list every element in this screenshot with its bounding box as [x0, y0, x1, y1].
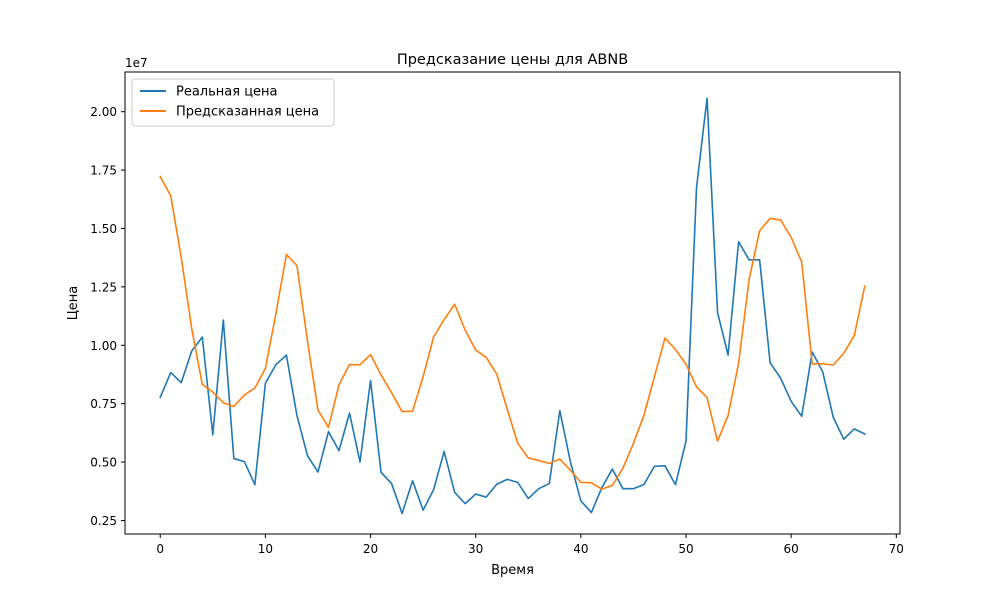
- x-tick-label: 0: [156, 542, 164, 556]
- x-axis-ticks: 0 10 20 30 40 50 60 70: [156, 534, 904, 556]
- plot-frame: [124, 71, 901, 535]
- legend-label-real-price: Реальная цена: [176, 85, 278, 100]
- legend-box: [131, 78, 335, 127]
- x-axis-label: Время: [491, 563, 534, 578]
- x-tick-label: 70: [889, 542, 904, 556]
- y-tick-label: 1.50: [90, 222, 117, 236]
- y-tick-label: 1.75: [90, 164, 117, 178]
- line-predicted-price: [159, 175, 866, 490]
- y-tick-label: 1.25: [90, 280, 117, 294]
- y-axis-ticks: 0.25 0.50 0.75 1.00 1.25 1.50 1.75 2.00: [90, 105, 125, 528]
- x-tick-label: 30: [468, 542, 483, 556]
- x-tick-label: 60: [784, 542, 799, 556]
- y-tick-label: 0.75: [90, 397, 117, 411]
- chart-title: Предсказание цены для ABNB: [397, 52, 628, 68]
- legend: Реальная цена Предсказанная цена: [131, 78, 335, 127]
- y-axis-offset-label: 1e7: [125, 56, 148, 70]
- legend-label-predicted-price: Предсказанная цена: [176, 105, 319, 120]
- x-tick-label: 20: [363, 542, 378, 556]
- y-tick-label: 2.00: [90, 105, 117, 119]
- plot-area: [125, 72, 900, 534]
- y-axis-label: Цена: [66, 286, 81, 321]
- x-tick-label: 10: [258, 542, 273, 556]
- line-real-price: [159, 97, 866, 515]
- x-tick-label: 40: [573, 542, 588, 556]
- series-layer: [159, 97, 866, 515]
- x-tick-label: 50: [678, 542, 693, 556]
- y-tick-label: 0.25: [90, 514, 117, 528]
- y-tick-label: 0.50: [90, 456, 117, 470]
- y-tick-label: 1.00: [90, 339, 117, 353]
